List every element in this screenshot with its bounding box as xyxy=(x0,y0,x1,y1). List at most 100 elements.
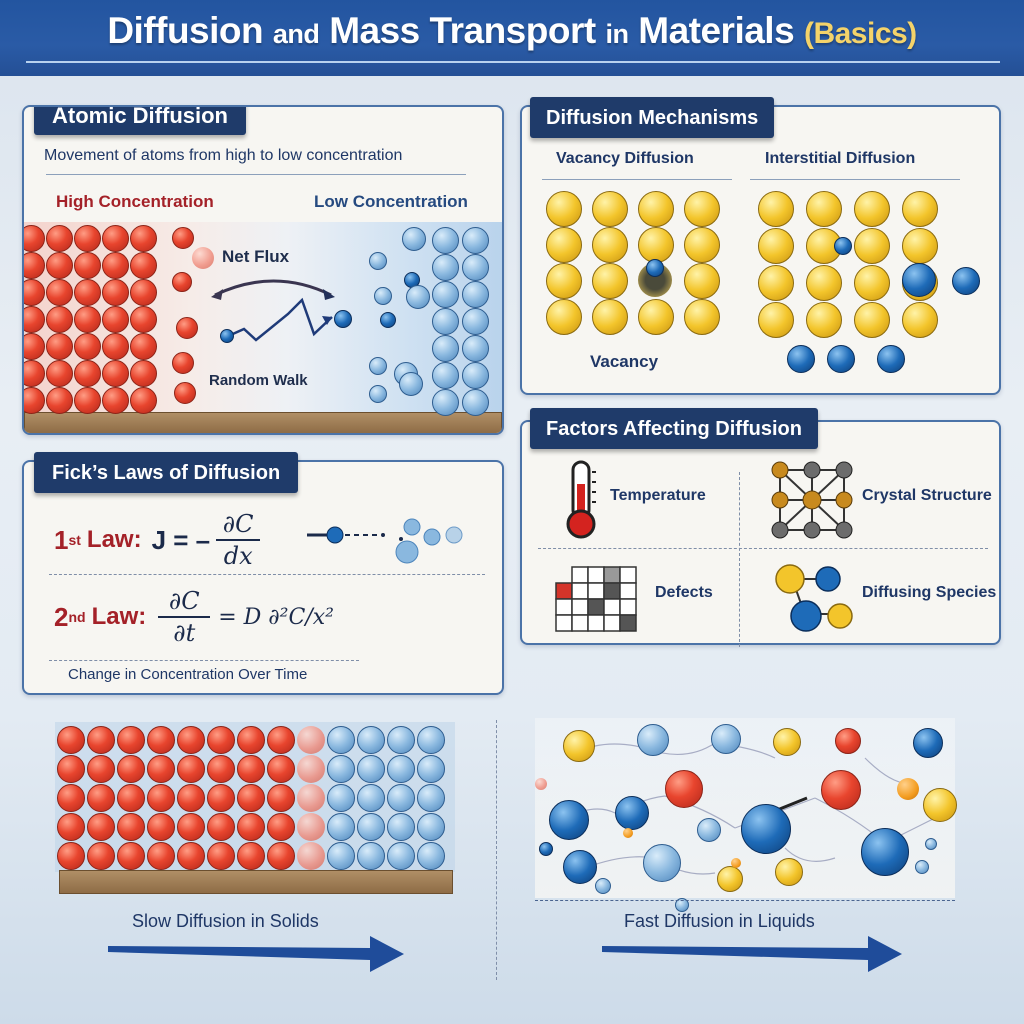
interstitial-atom xyxy=(877,345,905,373)
lattice-atom xyxy=(684,227,720,263)
crystal-lattice-icon xyxy=(771,461,853,539)
factor-label-defects: Defects xyxy=(655,584,713,601)
interstitial-atom xyxy=(952,267,980,295)
factors-panel: Factors Affecting Diffusion Temperature … xyxy=(520,408,1001,647)
solid-atom-red xyxy=(117,784,145,812)
lattice-atom xyxy=(806,302,842,338)
high-concentration-atom xyxy=(102,279,129,306)
high-concentration-atom xyxy=(172,227,194,249)
factor-label-temperature: Temperature xyxy=(610,487,706,504)
high-concentration-atom xyxy=(24,279,45,306)
lattice-atom xyxy=(638,191,674,227)
lattice-atom xyxy=(546,227,582,263)
solid-atom-blue xyxy=(357,784,385,812)
low-concentration-atom xyxy=(374,287,392,305)
solid-atom-blue xyxy=(357,755,385,783)
high-concentration-atom xyxy=(46,306,73,333)
high-concentration-atom xyxy=(46,360,73,387)
lattice-atom xyxy=(854,191,890,227)
solid-atom-blue xyxy=(387,755,415,783)
atomic-diffusion-subtitle: Movement of atoms from high to low conce… xyxy=(44,147,403,164)
fast-diffusion-arrow-icon xyxy=(602,936,902,972)
solid-atom-blue xyxy=(297,784,325,812)
high-concentration-atom xyxy=(130,225,157,252)
slow-diffusion-arrow-icon xyxy=(108,936,404,972)
solid-atom-red xyxy=(207,726,235,754)
solid-atom-red xyxy=(177,755,205,783)
low-concentration-atom xyxy=(369,252,387,270)
solid-atom-blue xyxy=(297,842,325,870)
solid-atom-blue xyxy=(387,813,415,841)
low-concentration-atom xyxy=(432,254,459,281)
liquid-atom xyxy=(923,788,957,822)
solid-atom-blue xyxy=(417,784,445,812)
liquid-atom xyxy=(835,728,861,754)
high-concentration-atom xyxy=(130,360,157,387)
solid-atom-red xyxy=(57,784,85,812)
divider xyxy=(49,660,359,661)
lattice-atom xyxy=(902,191,938,227)
high-concentration-atom xyxy=(192,247,214,269)
lattice-atom xyxy=(638,227,674,263)
law2-word: Law: xyxy=(91,603,147,630)
solid-atom-red xyxy=(177,813,205,841)
substrate-base xyxy=(24,412,502,433)
high-concentration-atom xyxy=(74,252,101,279)
solid-atom-blue xyxy=(297,755,325,783)
high-concentration-atom xyxy=(46,387,73,414)
high-concentration-atom xyxy=(172,352,194,374)
liquid-atom xyxy=(665,770,703,808)
solid-atom-blue xyxy=(357,813,385,841)
solid-atom-blue xyxy=(387,784,415,812)
divider xyxy=(49,574,485,575)
lattice-atom xyxy=(806,265,842,301)
liquid-atom xyxy=(821,770,861,810)
low-concentration-atom xyxy=(432,281,459,308)
lattice-atom xyxy=(684,263,720,299)
panel-title-ficks-laws: Fick’s Laws of Diffusion xyxy=(34,452,299,493)
lattice-atom xyxy=(592,263,628,299)
high-concentration-atom xyxy=(176,317,198,339)
solid-atom-red xyxy=(267,755,295,783)
solid-atom-red xyxy=(267,842,295,870)
high-concentration-atom xyxy=(24,252,45,279)
high-concentration-atom xyxy=(102,225,129,252)
title-text: and xyxy=(272,19,320,49)
title-text: in xyxy=(605,19,629,49)
liquid-atom xyxy=(675,898,689,912)
solid-atom-red xyxy=(57,726,85,754)
law1-fraction: ∂C dx xyxy=(216,510,261,570)
low-concentration-atom xyxy=(402,227,426,251)
liquid-atom xyxy=(773,728,801,756)
liquid-atom xyxy=(563,850,597,884)
lattice-atom xyxy=(546,191,582,227)
solid-atom-red xyxy=(237,755,265,783)
law2-fraction: ∂C ∂t xyxy=(158,587,211,647)
solid-atom-red xyxy=(267,726,295,754)
solid-atom-blue xyxy=(417,726,445,754)
high-concentration-atom xyxy=(24,225,45,252)
interstitial-atom xyxy=(902,263,936,297)
net-flux-label: Net Flux xyxy=(222,247,290,266)
solid-atom-blue xyxy=(327,842,355,870)
high-concentration-atom xyxy=(24,387,45,414)
lattice-atom xyxy=(758,265,794,301)
solid-atom-red xyxy=(147,726,175,754)
liquid-atom xyxy=(643,844,681,882)
high-concentration-atom xyxy=(24,306,45,333)
divider xyxy=(535,900,955,901)
random-walk-label: Random Walk xyxy=(209,372,308,389)
second-law: 2 nd Law: ∂C ∂t = D ∂²C/x² xyxy=(54,584,334,650)
solid-atom-red xyxy=(177,842,205,870)
lattice-atom xyxy=(758,228,794,264)
molecule-icon xyxy=(775,564,853,632)
solid-atom-red xyxy=(87,813,115,841)
ficks-caption: Change in Concentration Over Time xyxy=(68,666,308,683)
lattice-atom xyxy=(546,299,582,335)
solid-atom-blue xyxy=(357,842,385,870)
high-concentration-atom xyxy=(24,360,45,387)
solid-atom-red xyxy=(267,784,295,812)
lattice-atom xyxy=(592,227,628,263)
interstitial-atom xyxy=(834,237,852,255)
high-concentration-atom xyxy=(74,306,101,333)
